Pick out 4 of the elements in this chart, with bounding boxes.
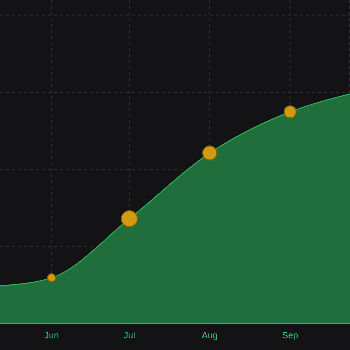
x-tick-label: Jul [124,330,136,340]
x-tick-label: Aug [202,330,218,340]
x-tick-label: Sep [282,330,298,340]
x-tick-label: Jun [44,330,60,340]
